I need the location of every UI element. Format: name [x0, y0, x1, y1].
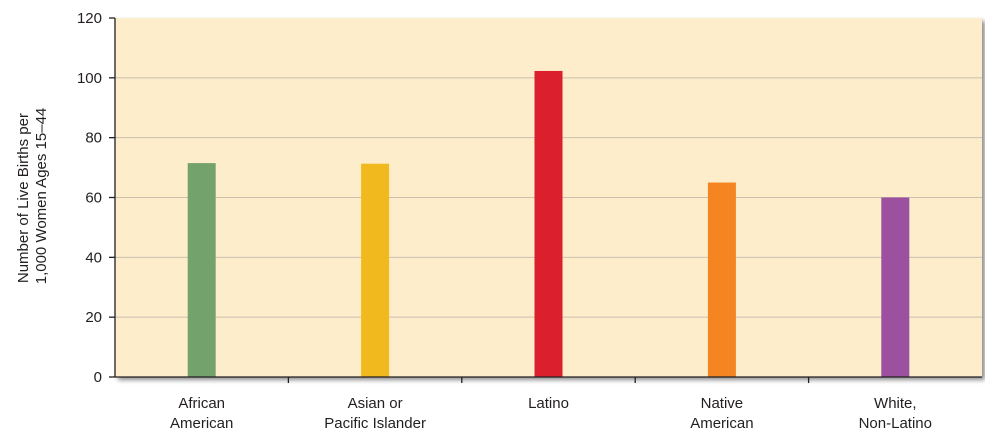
x-category-labels: African American Asian or Pacific Islander L… [170, 395, 932, 432]
y-tick-label-0: 0 [94, 369, 102, 386]
y-axis-label-line-2: 1,000 Women Ages 15–44 [33, 108, 50, 285]
category-label-3-line-1: American [690, 415, 753, 432]
bars [187, 70, 910, 377]
category-label-4-line-0: White, [874, 395, 917, 412]
y-tick-label-40: 40 [85, 249, 102, 266]
bar-4 [881, 197, 910, 377]
y-tick-label-80: 80 [85, 130, 102, 147]
y-tick-label-20: 20 [85, 309, 102, 326]
y-axis-label: Number of Live Births per 1,000 Women Ag… [15, 108, 50, 285]
bar-1 [361, 163, 390, 377]
category-label-1: Asian or Pacific Islander [324, 395, 426, 432]
category-label-3-line-0: Native [701, 395, 744, 412]
category-label-4-line-1: Non-Latino [859, 415, 932, 432]
category-label-1-line-1: Pacific Islander [324, 415, 426, 432]
y-tick-labels: 0 20 40 60 80 100 120 [77, 10, 102, 386]
category-label-2: Latino [528, 395, 569, 412]
y-axis-label-line-1: Number of Live Births per [15, 113, 32, 283]
category-label-4: White, Non-Latino [859, 395, 932, 432]
y-tick-label-100: 100 [77, 70, 102, 87]
y-tick-label-120: 120 [77, 10, 102, 27]
bar-2 [534, 70, 563, 377]
category-label-0-line-1: American [170, 415, 233, 432]
category-label-3: Native American [690, 395, 753, 432]
bar-0 [187, 163, 216, 377]
axes [109, 17, 982, 383]
bar-3 [707, 182, 736, 377]
y-tick-label-60: 60 [85, 190, 102, 207]
category-label-1-line-0: Asian or [348, 395, 403, 412]
category-label-2-line-0: Latino [528, 395, 569, 412]
category-label-0-line-0: African [178, 395, 225, 412]
category-label-0: African American [170, 395, 233, 432]
